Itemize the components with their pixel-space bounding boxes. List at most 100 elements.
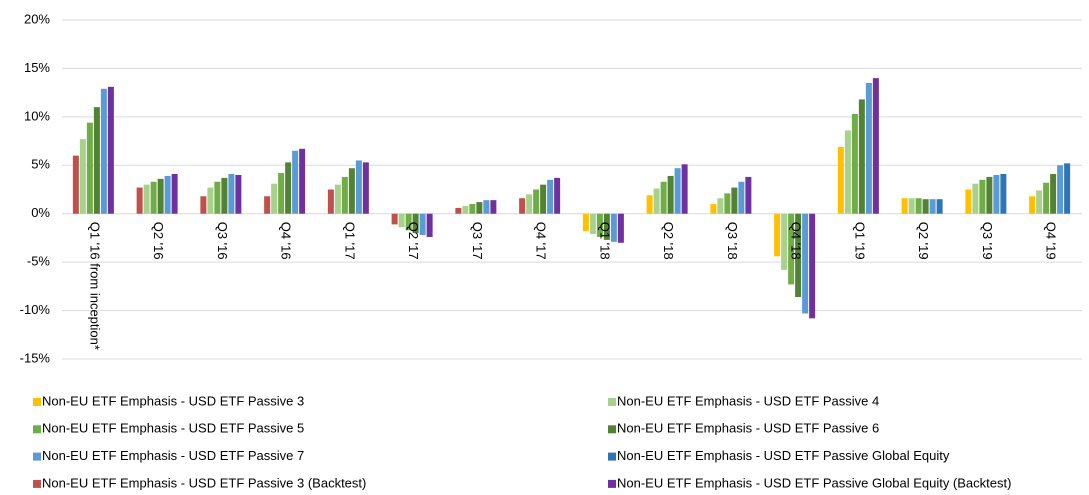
legend-swatch — [608, 425, 616, 434]
bar — [646, 195, 653, 214]
legend-label: Non-EU ETF Emphasis - USD ETF Passive 7 — [42, 448, 304, 463]
legend-label: Non-EU ETF Emphasis - USD ETF Passive 3 — [42, 393, 304, 408]
bar — [540, 184, 547, 214]
bar — [285, 162, 292, 214]
bar — [724, 193, 731, 214]
bar — [774, 213, 781, 257]
bar — [200, 196, 207, 214]
bar — [412, 213, 419, 234]
bar — [795, 213, 802, 298]
y-tick-label: -15% — [20, 350, 51, 365]
bar — [207, 187, 214, 214]
bar — [710, 204, 717, 214]
bar — [653, 188, 660, 214]
bar — [908, 198, 915, 214]
x-tick-label: Q3 '17 — [470, 222, 485, 260]
legend-label: Non-EU ETF Emphasis - USD ETF Passive 3 … — [42, 475, 366, 490]
bar — [837, 146, 844, 214]
x-tick-label: Q4 '19 — [1044, 222, 1059, 260]
bar — [610, 213, 617, 242]
bar — [150, 181, 157, 214]
legend-label: Non-EU ETF Emphasis - USD ETF Passive 4 — [617, 393, 879, 408]
bar — [334, 184, 341, 214]
legend-label: Non-EU ETF Emphasis - USD ETF Passive Gl… — [617, 475, 1011, 490]
bar — [100, 88, 107, 214]
bar — [136, 187, 143, 214]
x-tick-label: Q4 '18 — [789, 222, 804, 260]
legend-label: Non-EU ETF Emphasis - USD ETF Passive Gl… — [617, 448, 950, 463]
x-tick-label: Q1 '16 from inception* — [87, 222, 102, 350]
bar — [278, 173, 285, 214]
bar — [171, 174, 178, 214]
bar — [1043, 182, 1050, 214]
x-tick-label: Q3 '18 — [725, 222, 740, 260]
bar — [858, 99, 865, 214]
bar — [398, 213, 405, 228]
bar — [299, 148, 306, 214]
bar — [617, 213, 624, 243]
bar — [851, 113, 858, 214]
bar — [802, 213, 809, 314]
bar — [972, 183, 979, 214]
bar — [476, 202, 483, 214]
bar — [603, 213, 610, 240]
bar — [781, 213, 788, 270]
x-tick-label: Q2 '19 — [916, 222, 931, 260]
y-tick-label: -5% — [27, 254, 51, 269]
bar — [86, 122, 93, 214]
y-tick-label: 15% — [24, 60, 50, 75]
bar — [745, 176, 752, 214]
legend-label: Non-EU ETF Emphasis - USD ETF Passive 6 — [617, 421, 879, 436]
bar — [844, 130, 851, 214]
y-tick-label: 0% — [31, 205, 50, 220]
bar — [965, 189, 972, 214]
bar — [1036, 190, 1043, 214]
bar — [589, 213, 596, 235]
bar — [164, 175, 171, 214]
bar — [809, 213, 816, 319]
bar — [596, 213, 603, 237]
bar — [582, 213, 589, 232]
bar — [93, 107, 100, 214]
bar — [901, 198, 908, 214]
bar — [455, 207, 462, 214]
bar — [872, 78, 879, 214]
bar — [348, 168, 355, 214]
bar — [264, 196, 271, 214]
bar — [1029, 196, 1036, 214]
bar — [1064, 163, 1071, 214]
y-tick-label: 20% — [24, 11, 50, 26]
legend-swatch — [33, 398, 41, 406]
legend-swatch — [608, 398, 616, 406]
bar — [157, 178, 164, 214]
x-tick-label: Q1 '18 — [597, 222, 612, 260]
bar — [674, 168, 681, 214]
bar — [419, 213, 426, 236]
x-tick-label: Q4 '17 — [534, 222, 549, 260]
bar — [681, 164, 688, 214]
bar — [533, 189, 540, 214]
bar — [405, 213, 412, 231]
bar — [738, 181, 745, 214]
bar — [483, 200, 490, 214]
x-tick-label: Q2 '18 — [661, 222, 676, 260]
bar — [271, 183, 278, 214]
legend-swatch — [33, 425, 41, 434]
x-tick-label: Q1 '17 — [342, 222, 357, 260]
bar — [362, 162, 369, 214]
bar — [143, 184, 150, 214]
bar — [547, 179, 554, 214]
bar — [107, 86, 114, 214]
bar — [922, 199, 929, 214]
legend-label: Non-EU ETF Emphasis - USD ETF Passive 5 — [42, 421, 304, 436]
bar — [936, 199, 943, 214]
bar — [929, 199, 936, 214]
legend-swatch — [608, 452, 616, 461]
legend-swatch — [33, 479, 41, 488]
bar — [1050, 174, 1057, 214]
bar — [462, 205, 469, 214]
bar — [490, 200, 497, 214]
x-tick-label: Q3 '19 — [980, 222, 995, 260]
bar — [391, 213, 398, 225]
